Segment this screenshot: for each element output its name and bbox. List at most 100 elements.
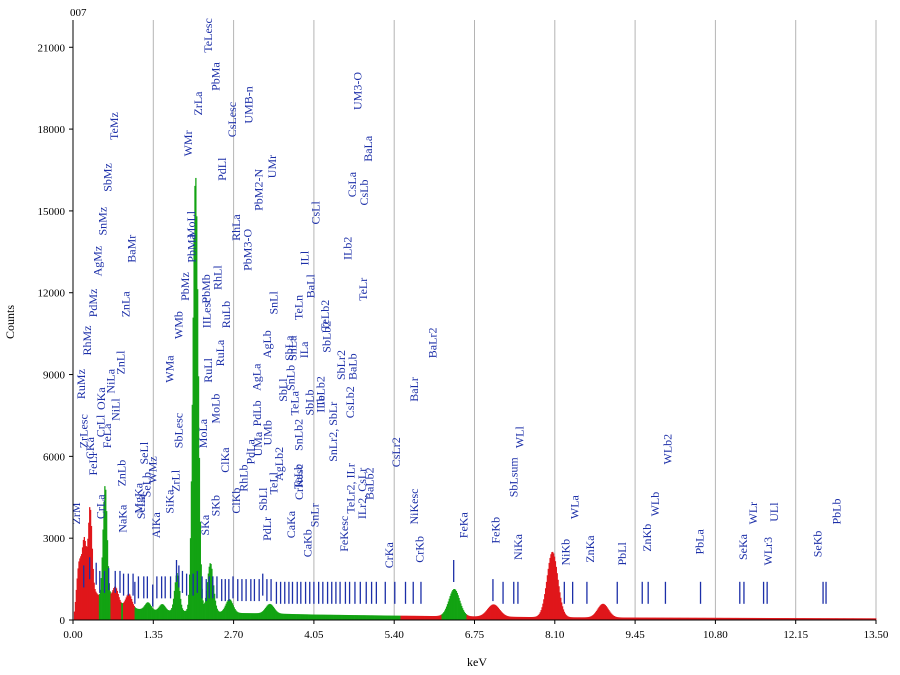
spectrum-channel — [687, 617, 690, 620]
spectrum-channel — [141, 608, 143, 620]
spectrum-channel — [871, 618, 873, 620]
spectrum-channel — [97, 594, 100, 620]
spectrum-channel — [860, 618, 863, 620]
spectrum-channel — [142, 607, 144, 620]
peak-label: CrKb — [412, 536, 426, 563]
x-tick-label: 13.50 — [864, 629, 889, 641]
peak-label: PdLl — [215, 157, 229, 181]
spectrum-channel — [468, 615, 470, 620]
peak-label: ZrLl — [169, 469, 183, 492]
peak-label: SeLa — [134, 494, 148, 519]
spectrum-channel — [490, 605, 492, 620]
spectrum-channel — [270, 604, 272, 620]
spectrum-channel — [744, 617, 747, 620]
spectrum-channel — [153, 609, 155, 620]
spectrum-channel — [263, 610, 265, 620]
spectrum-channel — [783, 618, 785, 620]
spectrum-channel — [763, 617, 765, 620]
spectrum-channel — [734, 617, 736, 620]
spectrum-channel — [123, 601, 126, 620]
spectrum-channel — [368, 615, 370, 620]
spectrum-channel — [95, 591, 97, 620]
spectrum-channel — [440, 614, 442, 620]
spectrum-channel — [430, 616, 433, 620]
spectrum-channel — [674, 617, 676, 620]
spectrum-channel — [561, 602, 563, 620]
spectrum-channel — [332, 614, 334, 620]
spectrum-channel — [845, 618, 847, 620]
y-tick-label: 6000 — [43, 451, 66, 463]
spectrum-channel — [677, 617, 680, 620]
spectrum-channel — [91, 548, 94, 620]
y-tick-label: 3000 — [43, 533, 66, 545]
spectrum-channel — [219, 611, 221, 620]
spectrum-channel — [657, 617, 659, 620]
spectrum-channel — [258, 612, 260, 620]
spectrum-channel — [418, 615, 420, 620]
spectrum-channel — [813, 618, 815, 620]
peak-label: TeLb — [291, 464, 305, 489]
spectrum-channel — [616, 617, 618, 620]
spectrum-channel — [552, 551, 554, 620]
spectrum-channel — [453, 589, 456, 620]
spectrum-channel — [277, 612, 279, 620]
spectrum-channel — [99, 589, 102, 620]
peak-label: SKa — [198, 514, 212, 535]
peak-label: ZnLa — [119, 291, 133, 318]
spectrum-channel — [365, 615, 367, 620]
peak-label: PbLa — [693, 528, 707, 554]
peak-label: SbLb — [302, 389, 316, 415]
spectrum-channel — [280, 613, 282, 620]
spectrum-channel — [246, 613, 248, 620]
spectrum-channel — [868, 618, 871, 620]
spectrum-channel — [207, 573, 210, 620]
spectrum-channel — [233, 607, 235, 620]
spectrum-channel — [800, 618, 802, 620]
spectrum-channel — [859, 618, 861, 620]
spectrum-channel — [308, 614, 310, 620]
spectrum-channel — [170, 609, 172, 620]
spectrum-channel — [300, 614, 302, 620]
spectrum-channel — [333, 614, 335, 620]
peak-label: WMz — [145, 456, 159, 483]
peak-label: FeLa — [100, 423, 114, 448]
spectrum-channel — [172, 598, 175, 620]
spectrum-channel — [390, 615, 392, 620]
spectrum-channel — [824, 618, 826, 620]
spectrum-channel — [743, 617, 745, 620]
spectrum-channel — [238, 612, 241, 620]
spectrum-channel — [856, 618, 858, 620]
spectrum-channel — [584, 617, 586, 620]
spectrum-channel — [399, 615, 401, 620]
peak-label: SeKa — [736, 533, 750, 560]
spectrum-channel — [801, 618, 804, 620]
spectrum-channel — [427, 615, 429, 620]
peak-label: BaLr — [407, 377, 421, 402]
spectrum-channel — [756, 617, 758, 620]
spectrum-channel — [498, 608, 500, 620]
spectrum-channel — [459, 600, 461, 620]
spectrum-channel — [831, 618, 833, 620]
spectrum-channel — [114, 586, 117, 620]
spectrum-channel — [772, 618, 774, 620]
spectrum-channel — [327, 614, 329, 620]
spectrum-channel — [549, 557, 551, 620]
spectrum-channel — [453, 589, 455, 620]
spectrum-channel — [351, 615, 353, 620]
spectrum-channel — [288, 613, 290, 620]
spectrum-channel — [546, 575, 549, 620]
spectrum-channel — [317, 614, 319, 620]
spectrum-channel — [732, 617, 734, 620]
spectrum-channel — [794, 618, 797, 620]
spectrum-channel — [861, 618, 864, 620]
spectrum-channel — [811, 618, 814, 620]
spectrum-channel — [487, 608, 490, 620]
spectrum-channel — [454, 589, 457, 620]
spectrum-channel — [363, 615, 366, 620]
spectrum-channel — [652, 617, 655, 620]
spectrum-channel — [76, 578, 78, 620]
spectrum-channel — [554, 561, 557, 620]
spectrum-channel — [209, 563, 211, 620]
spectrum-channel — [470, 616, 472, 620]
spectrum-channel — [353, 615, 355, 620]
